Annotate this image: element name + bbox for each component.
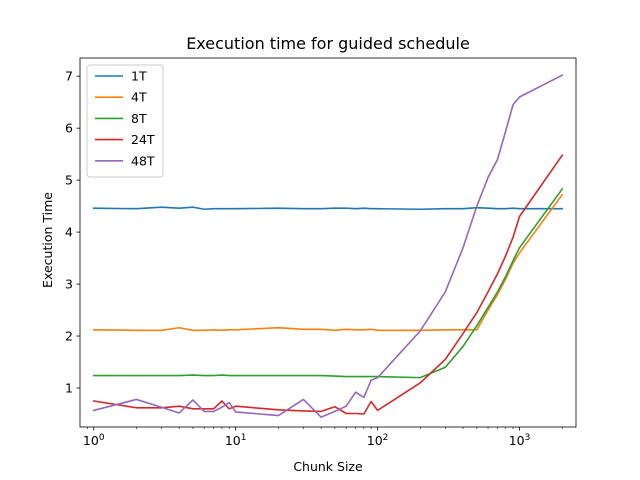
legend-box — [86, 64, 164, 178]
legend-label-1T: 1T — [131, 69, 147, 84]
axes-frame — [79, 57, 577, 428]
axes-layer: 100 101 102 103 1 2 3 4 5 6 7 — [65, 57, 577, 448]
series-line-8T — [92, 187, 564, 379]
y-tick-label: 4 — [65, 225, 73, 240]
y-tick-label: 3 — [65, 277, 73, 292]
legend-label-4T: 4T — [131, 90, 147, 105]
x-tick-label: 101 — [225, 433, 247, 448]
y-tick-label: 2 — [65, 329, 73, 344]
y-axis-label: Execution Time — [40, 192, 55, 288]
x-axis-label: Chunk Size — [293, 459, 363, 474]
y-tick-label: 1 — [65, 381, 73, 396]
x-tick-label: 103 — [509, 433, 531, 448]
series-line-4T — [92, 193, 564, 332]
y-tick-label: 7 — [65, 69, 73, 84]
series-layer — [92, 74, 564, 418]
x-tick-label: 102 — [367, 433, 389, 448]
y-tick-label: 6 — [65, 121, 73, 136]
legend: 1T 4T 8T 24T 48T — [86, 64, 164, 178]
y-tick-label: 5 — [65, 173, 73, 188]
legend-label-48T: 48T — [131, 153, 155, 168]
x-tick-label: 100 — [83, 433, 105, 448]
chart-title: Execution time for guided schedule — [186, 34, 470, 53]
legend-label-24T: 24T — [131, 132, 155, 147]
series-line-24T — [92, 154, 564, 415]
series-line-1T — [92, 206, 564, 211]
series-line-48T — [92, 74, 564, 418]
legend-label-8T: 8T — [131, 111, 147, 126]
